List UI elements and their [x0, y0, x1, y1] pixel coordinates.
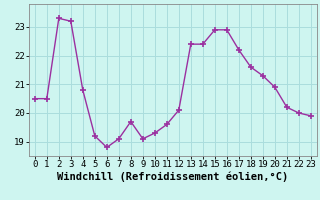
- X-axis label: Windchill (Refroidissement éolien,°C): Windchill (Refroidissement éolien,°C): [57, 172, 288, 182]
